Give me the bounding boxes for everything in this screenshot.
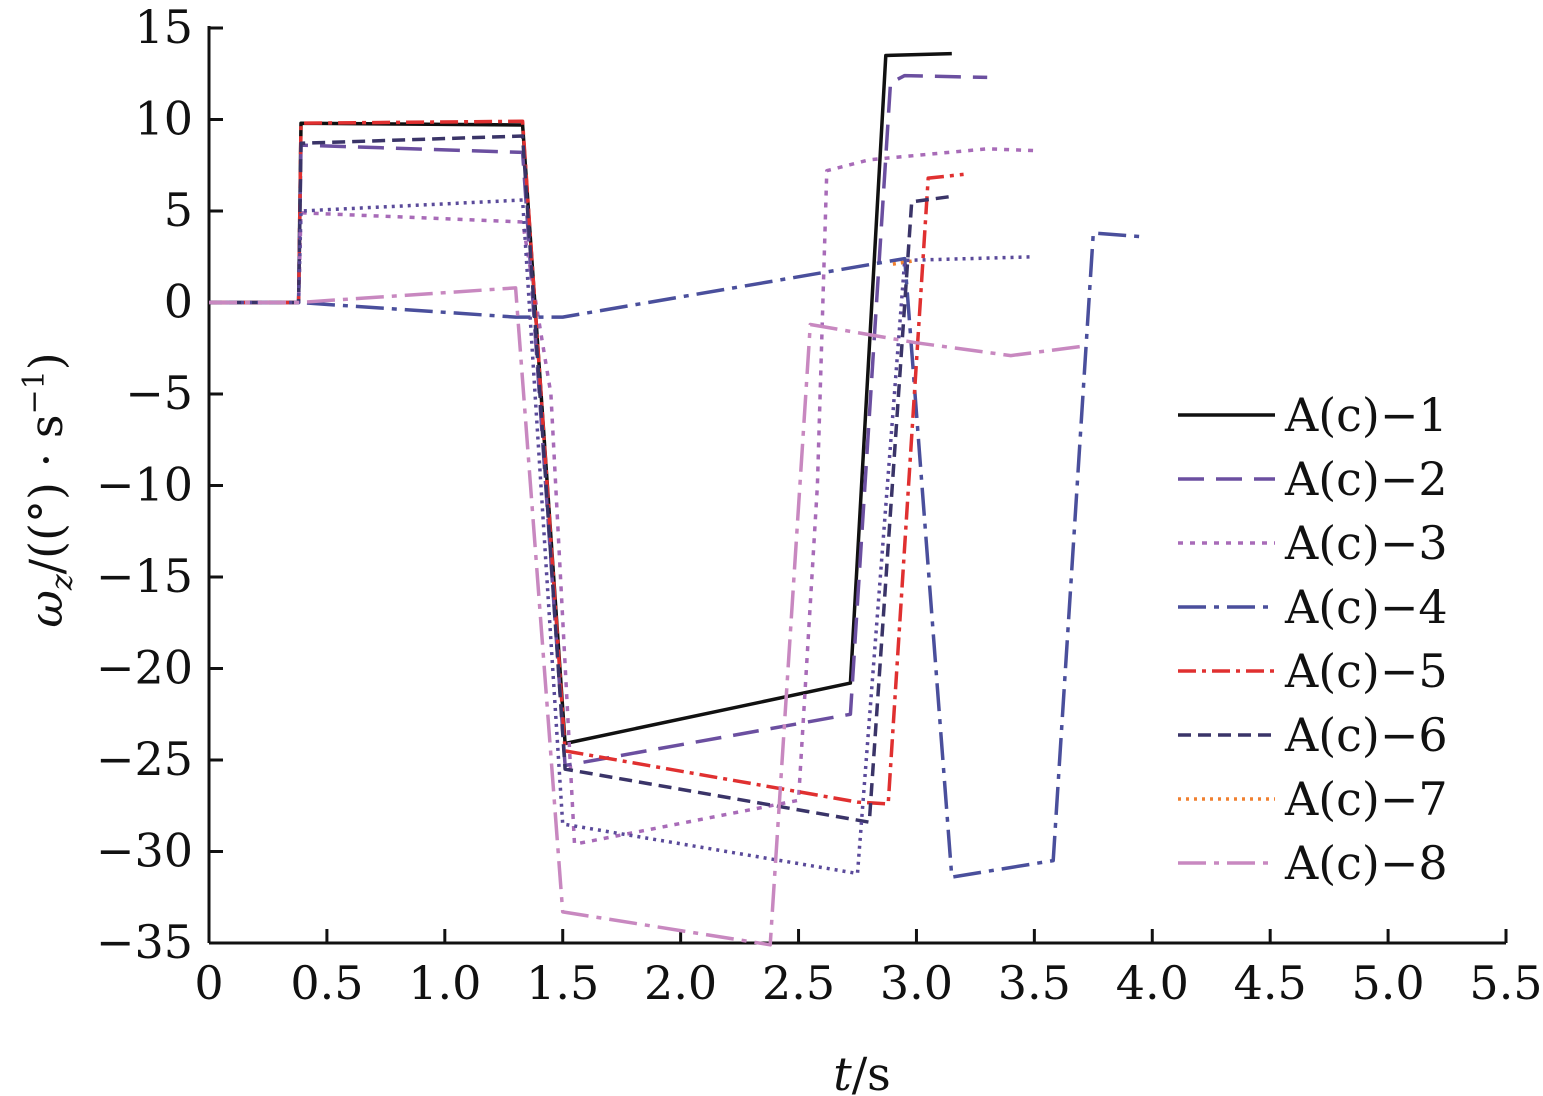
y-tick-label: 10 bbox=[134, 92, 193, 146]
y-tick-label: −15 bbox=[96, 549, 193, 603]
x-tick-label: 0.5 bbox=[290, 956, 363, 1010]
x-tick-label: 5.5 bbox=[1469, 956, 1542, 1010]
series-line bbox=[209, 198, 1035, 876]
series-line bbox=[209, 147, 1035, 846]
x-tick-label: 1.5 bbox=[526, 956, 599, 1010]
legend-label: A(c)−4 bbox=[1284, 580, 1448, 634]
x-tick-label: 3.0 bbox=[880, 956, 953, 1010]
x-tick-label: 0 bbox=[194, 956, 223, 1010]
y-tick-label: −20 bbox=[96, 641, 193, 695]
y-axis-label: ωz/((°) · s−1) bbox=[17, 352, 80, 627]
x-axis-label: t/s bbox=[833, 1047, 891, 1096]
y-tick-label: −25 bbox=[96, 732, 193, 786]
series-line bbox=[209, 286, 1082, 947]
y-tick-labels: 15 10 5 0 −5 −10 −15 −20 −25 −30 −35 bbox=[96, 0, 193, 969]
x-tick-labels: 0 0.5 1.0 1.5 2.0 2.5 3.0 3.5 4.0 4.5 5.0 5.5 bbox=[194, 956, 1542, 1010]
legend-label: A(c)−2 bbox=[1284, 452, 1448, 506]
series-line bbox=[209, 73, 988, 768]
legend-label: A(c)−3 bbox=[1284, 516, 1448, 570]
y-tick-label: 15 bbox=[134, 0, 193, 54]
legend-label: A(c)−8 bbox=[1284, 836, 1448, 890]
legend-label: A(c)−5 bbox=[1284, 644, 1448, 698]
y-tick-label: 5 bbox=[164, 183, 193, 237]
y-tick-label: −35 bbox=[96, 915, 193, 969]
y-tick-label: −10 bbox=[96, 458, 193, 512]
x-tick-label: 4.0 bbox=[1116, 956, 1189, 1010]
legend-label: A(c)−6 bbox=[1284, 708, 1448, 762]
x-tick-label: 1.0 bbox=[408, 956, 481, 1010]
series-lines bbox=[209, 51, 1141, 947]
x-tick-label: 4.5 bbox=[1234, 956, 1307, 1010]
y-tick-label: −5 bbox=[125, 366, 193, 420]
y-tick-label: −30 bbox=[96, 824, 193, 878]
x-tick-label: 2.0 bbox=[644, 956, 717, 1010]
y-tick-label: 0 bbox=[164, 275, 193, 329]
x-tick-label: 2.5 bbox=[762, 956, 835, 1010]
series-line bbox=[209, 51, 952, 746]
series-line bbox=[209, 134, 953, 824]
x-tick-label: 5.0 bbox=[1352, 956, 1425, 1010]
series-line bbox=[209, 231, 1141, 879]
legend-label: A(c)−1 bbox=[1284, 388, 1448, 442]
legend: A(c)−1 A(c)−2 A(c)−3 A(c)−4 A(c)−5 A(c)−6 A(c)… bbox=[1178, 388, 1448, 890]
legend-label: A(c)−7 bbox=[1284, 772, 1448, 826]
x-tick-label: 3.5 bbox=[998, 956, 1071, 1010]
